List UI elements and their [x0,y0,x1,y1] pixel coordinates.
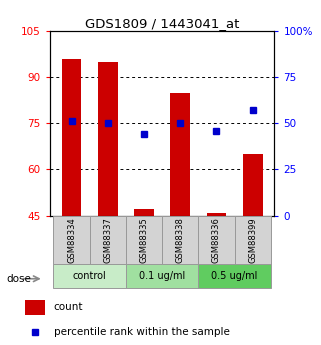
Text: 0.5 ug/ml: 0.5 ug/ml [212,271,258,281]
Bar [206,213,226,216]
Bar [62,59,82,216]
Text: GSM88336: GSM88336 [212,217,221,263]
Text: GSM88337: GSM88337 [103,217,112,263]
Bar [126,216,162,264]
Bar [243,154,263,216]
Text: control: control [73,271,107,281]
Text: dose: dose [6,274,31,284]
Text: GSM88335: GSM88335 [140,217,149,263]
Bar [53,264,126,288]
Bar [25,300,45,315]
Text: GSM88338: GSM88338 [176,217,185,263]
Title: GDS1809 / 1443041_at: GDS1809 / 1443041_at [85,17,239,30]
Text: 0.1 ug/ml: 0.1 ug/ml [139,271,185,281]
Bar [53,216,90,264]
Bar [198,264,271,288]
Text: GSM88334: GSM88334 [67,217,76,263]
Bar [98,62,118,216]
Bar [126,264,198,288]
Bar [134,209,154,216]
Bar [162,216,198,264]
Text: percentile rank within the sample: percentile rank within the sample [54,327,230,337]
Bar [235,216,271,264]
Text: GSM88399: GSM88399 [248,217,257,263]
Bar [198,216,235,264]
Bar [90,216,126,264]
Text: count: count [54,303,83,313]
Bar [170,92,190,216]
